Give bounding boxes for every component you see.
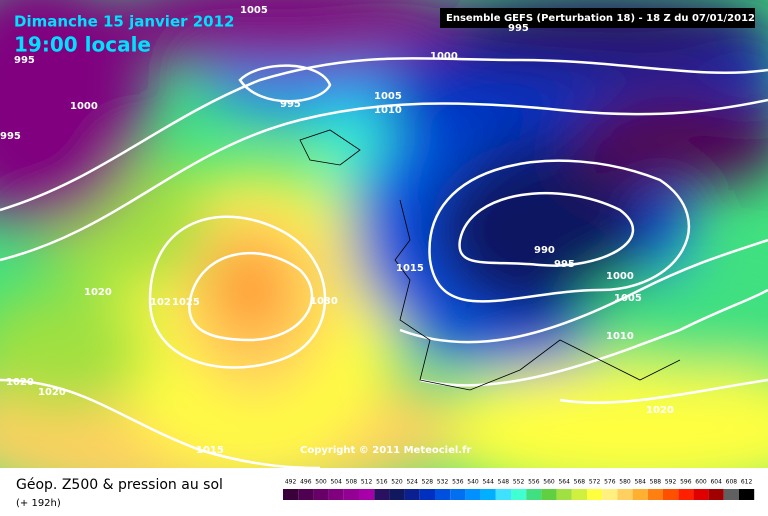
scale-label: 552 <box>513 479 525 486</box>
legend-subtitle: (+ 192h) <box>16 498 61 509</box>
scale-swatch <box>328 489 344 500</box>
local-time: 19:00 locale <box>14 33 151 57</box>
scale-label: 572 <box>589 479 601 486</box>
scale-label: 528 <box>422 479 434 486</box>
isobar-label: 1025 <box>172 297 200 308</box>
scale-label: 560 <box>543 479 555 486</box>
scale-label: 568 <box>574 479 586 486</box>
scale-label: 516 <box>376 479 388 486</box>
scale-label: 576 <box>604 479 616 486</box>
isobar-label: 995 <box>508 23 529 34</box>
scale-label: 532 <box>437 479 449 486</box>
isobar-label: 102 <box>150 297 171 308</box>
scale-swatch <box>678 489 694 500</box>
scale-swatch <box>359 489 375 500</box>
isobar-label: 1000 <box>606 271 634 282</box>
isobar-label: 995 <box>0 131 21 142</box>
scale-swatch <box>495 489 511 500</box>
isobar-label: 1020 <box>38 387 66 398</box>
scale-label: 612 <box>741 479 753 486</box>
scale-swatch <box>739 489 755 500</box>
scale-swatch <box>556 489 572 500</box>
scale-label: 592 <box>665 479 677 486</box>
copyright: Copyright © 2011 Meteociel.fr <box>300 445 471 456</box>
scale-swatch <box>511 489 527 500</box>
scale-swatch <box>419 489 435 500</box>
scale-label: 536 <box>452 479 464 486</box>
scale-label: 556 <box>528 479 540 486</box>
scale-swatch <box>343 489 359 500</box>
isobar-label: 1020 <box>646 405 674 416</box>
scale-swatch <box>435 489 451 500</box>
isobar-label: 1005 <box>374 91 402 102</box>
isobar-label: 990 <box>534 245 555 256</box>
isobar-label: 995 <box>554 259 575 270</box>
scale-label: 604 <box>710 479 722 486</box>
isobar-label: 1010 <box>606 331 634 342</box>
scale-swatch <box>450 489 466 500</box>
scale-swatch <box>723 489 739 500</box>
scale-swatch <box>404 489 420 500</box>
scale-label: 608 <box>726 479 738 486</box>
isobar-label: 1005 <box>614 293 642 304</box>
legend-title: Géop. Z500 & pression au sol <box>16 477 223 493</box>
scale-swatch <box>693 489 709 500</box>
scale-label: 496 <box>300 479 312 486</box>
scale-label: 600 <box>695 479 707 486</box>
scale-label: 504 <box>330 479 342 486</box>
scale-swatch <box>587 489 603 500</box>
scale-label: 548 <box>498 479 510 486</box>
scale-swatch <box>298 489 314 500</box>
isobar-label: 995 <box>280 99 301 110</box>
isobar-label: 1005 <box>240 5 268 16</box>
scale-label: 588 <box>650 479 662 486</box>
isobar-label: 1020 <box>6 377 34 388</box>
run-box <box>440 8 755 28</box>
scale-label: 580 <box>619 479 631 486</box>
scale-label: 520 <box>391 479 403 486</box>
isobar-label: 1000 <box>430 51 458 62</box>
date: Dimanche 15 janvier 2012 <box>14 13 235 31</box>
isobar-label: 1030 <box>310 296 338 307</box>
scale-swatch <box>374 489 390 500</box>
scale-swatch <box>465 489 481 500</box>
scale-swatch <box>708 489 724 500</box>
isobar-label: 995 <box>14 55 35 66</box>
scale-label: 564 <box>558 479 570 486</box>
run-info: Ensemble GEFS (Perturbation 18) - 18 Z d… <box>446 13 755 24</box>
scale-swatch <box>389 489 405 500</box>
scale-label: 508 <box>346 479 358 486</box>
scale-label: 584 <box>634 479 646 486</box>
scale-label: 492 <box>285 479 297 486</box>
scale-swatch <box>602 489 618 500</box>
scale-swatch <box>617 489 633 500</box>
isobar-label: 1015 <box>196 445 224 456</box>
scale-label: 500 <box>315 479 327 486</box>
scale-swatch <box>480 489 496 500</box>
scale-swatch <box>541 489 557 500</box>
scale-swatch <box>313 489 329 500</box>
scale-label: 596 <box>680 479 692 486</box>
scale-label: 540 <box>467 479 479 486</box>
scale-label: 544 <box>482 479 494 486</box>
isobar-label: 1015 <box>396 263 424 274</box>
scale-swatch <box>632 489 648 500</box>
scale-swatch <box>571 489 587 500</box>
isobar-label: 1010 <box>374 105 402 116</box>
scale-swatch <box>283 489 299 500</box>
scale-swatch <box>526 489 542 500</box>
isobar-label: 1020 <box>84 287 112 298</box>
scale-label: 512 <box>361 479 373 486</box>
scale-label: 524 <box>406 479 418 486</box>
isobar-label: 1000 <box>70 101 98 112</box>
scale-swatch <box>647 489 663 500</box>
scale-swatch <box>663 489 679 500</box>
